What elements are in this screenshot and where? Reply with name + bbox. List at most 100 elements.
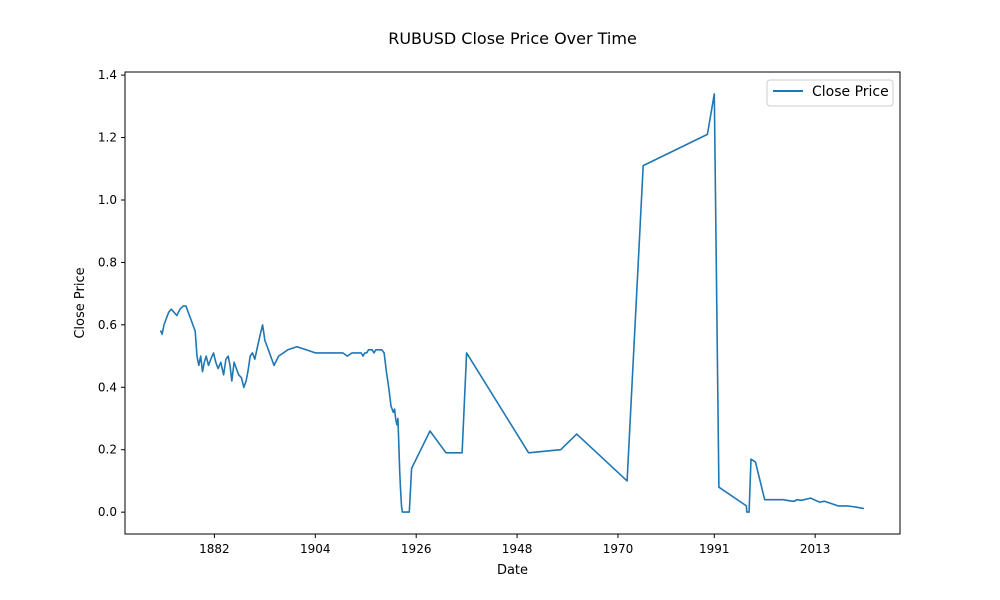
data-point (862, 508, 864, 509)
data-point (810, 497, 811, 499)
data-point (262, 324, 263, 326)
data-point (217, 368, 219, 369)
data-point (375, 349, 377, 351)
x-axis-label: Date (497, 563, 528, 578)
data-point (342, 352, 344, 354)
data-point (851, 506, 853, 507)
data-point (366, 352, 368, 354)
data-point (254, 358, 256, 360)
chart-title: RUBUSD Close Price Over Time (388, 29, 637, 48)
data-point (231, 380, 233, 382)
data-point (642, 165, 644, 167)
data-point (273, 365, 275, 366)
data-point (173, 312, 175, 313)
data-point (746, 505, 747, 507)
data-point (411, 468, 412, 469)
data-point (408, 511, 410, 513)
data-point (846, 505, 848, 507)
data-point (200, 355, 202, 357)
data-point (210, 358, 212, 360)
data-point (400, 489, 401, 491)
data-point (528, 452, 529, 454)
data-point (764, 499, 766, 501)
data-point (170, 308, 172, 310)
data-point (347, 355, 348, 357)
series-layer (160, 93, 865, 513)
data-point (194, 330, 196, 332)
data-point (782, 499, 784, 501)
data-point (179, 308, 181, 310)
data-point (305, 349, 307, 351)
data-point (369, 349, 371, 351)
data-point (392, 411, 394, 413)
data-point (398, 443, 400, 444)
data-point (296, 346, 298, 348)
data-point (185, 305, 187, 307)
data-point (626, 480, 628, 482)
y-tick-label: 0.6 (98, 318, 117, 332)
data-point (828, 502, 830, 504)
y-tick-label: 1.0 (98, 193, 117, 207)
data-point (196, 355, 198, 357)
data-point (748, 511, 750, 513)
x-tick-label: 2013 (800, 542, 831, 556)
data-point (362, 355, 364, 357)
data-point (466, 352, 467, 354)
data-point (379, 349, 380, 351)
x-tick-label: 1970 (603, 542, 634, 556)
data-point (364, 352, 366, 354)
data-point (264, 340, 266, 341)
data-point (249, 355, 251, 357)
data-point (243, 386, 245, 388)
data-point (328, 352, 330, 354)
data-point (241, 377, 242, 379)
data-point (257, 346, 258, 348)
data-point (373, 352, 375, 354)
data-point (445, 452, 447, 454)
data-point (324, 352, 325, 354)
legend-box (766, 79, 894, 107)
data-point (401, 505, 402, 507)
data-point (390, 405, 392, 407)
y-tick-label: 0.0 (98, 505, 117, 519)
data-point (386, 371, 387, 373)
legend-label: Close Price (812, 84, 889, 100)
data-point (259, 333, 261, 335)
data-point (245, 380, 247, 382)
data-point (461, 452, 463, 454)
x-tick-label: 1948 (502, 542, 533, 556)
data-point (360, 352, 362, 354)
data-point (796, 499, 798, 501)
data-point (420, 449, 422, 451)
data-point (791, 500, 793, 502)
legend: Close Price (766, 79, 894, 107)
data-point (397, 418, 399, 419)
data-point (819, 501, 821, 503)
data-point (229, 365, 231, 366)
x-tick-label: 1904 (300, 542, 331, 556)
data-point (395, 418, 396, 419)
data-point (399, 471, 401, 472)
data-point (402, 511, 403, 513)
data-point (278, 355, 279, 357)
data-point (247, 371, 249, 373)
data-point (233, 361, 235, 363)
data-point (794, 500, 795, 502)
data-point (165, 318, 167, 319)
data-point (208, 365, 209, 366)
data-point (220, 361, 222, 363)
y-tick-label: 0.4 (98, 380, 117, 394)
data-point (192, 324, 194, 326)
data-point (213, 352, 214, 354)
data-point (287, 349, 289, 351)
data-point (190, 318, 192, 319)
x-tick-label: 1882 (199, 542, 230, 556)
x-tick-label: 1926 (401, 542, 432, 556)
data-point (163, 324, 165, 326)
data-point (182, 305, 184, 307)
data-point (368, 349, 369, 351)
plot-frame (124, 71, 901, 535)
data-point (198, 365, 200, 366)
data-point (823, 500, 825, 502)
